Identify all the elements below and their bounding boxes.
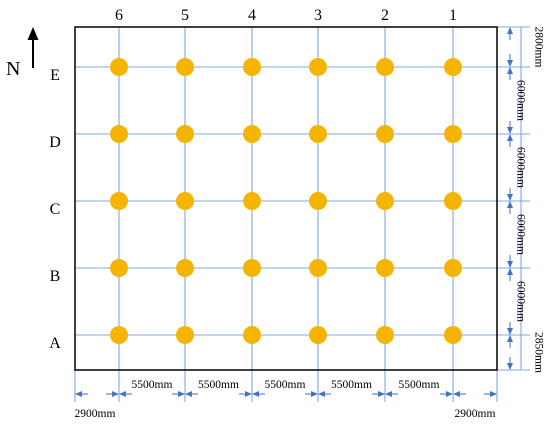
column-marker-A2: [376, 326, 394, 344]
column-marker-D4: [243, 125, 261, 143]
dim-arrow-right-icon: [178, 391, 185, 397]
dim-arrow-left-icon: [185, 391, 192, 397]
column-label-6: 6: [115, 7, 123, 24]
column-marker-C4: [243, 192, 261, 210]
column-marker-B3: [309, 259, 327, 277]
dim-arrow-right-icon: [378, 391, 385, 397]
dim-arrow-down-icon: [507, 194, 513, 201]
column-marker-A4: [243, 326, 261, 344]
row-label-D: D: [49, 134, 61, 151]
bottom-span-label: 5500mm: [331, 379, 372, 391]
column-label-2: 2: [381, 7, 389, 24]
column-marker-C6: [110, 192, 128, 210]
column-marker-D5: [176, 125, 194, 143]
right-dimension-label: 2850mm: [532, 332, 544, 373]
column-marker-E6: [110, 58, 128, 76]
dim-arrow-left-icon: [252, 391, 259, 397]
dim-arrow-right-icon: [311, 391, 318, 397]
north-arrow-icon: [27, 27, 39, 40]
column-marker-B1: [444, 259, 462, 277]
column-marker-E2: [376, 58, 394, 76]
bottom-span-label: 5500mm: [198, 379, 239, 391]
row-label-A: A: [49, 335, 61, 352]
dim-arrow-up-icon: [507, 67, 513, 74]
column-marker-B2: [376, 259, 394, 277]
column-markers: [110, 58, 462, 344]
dim-arrow-down-icon: [507, 127, 513, 134]
axis-labels: 6 5 4 3 2 1 E D C B A: [49, 7, 457, 352]
column-marker-C3: [309, 192, 327, 210]
column-marker-B5: [176, 259, 194, 277]
dim-arrow-right-icon: [112, 391, 119, 397]
column-marker-C5: [176, 192, 194, 210]
column-marker-B4: [243, 259, 261, 277]
bottom-span-label: 5500mm: [265, 379, 306, 391]
bottom-span-label: 5500mm: [399, 379, 440, 391]
right-dimension-label: 6000mm: [514, 147, 526, 188]
column-label-1: 1: [449, 7, 457, 24]
dimension-annotations: 2800mm 6000mm 6000mm 6000mm 6000mm 2850mm 5500…: [75, 27, 545, 420]
column-label-3: 3: [314, 7, 322, 24]
column-marker-A6: [110, 326, 128, 344]
row-label-B: B: [50, 268, 61, 285]
column-marker-D3: [309, 125, 327, 143]
north-label: N: [6, 58, 20, 80]
dim-arrow-right-icon: [446, 391, 453, 397]
column-marker-D1: [444, 125, 462, 143]
dim-arrow-up-icon: [507, 201, 513, 208]
dim-arrow-right-icon: [490, 391, 497, 397]
bottom-left-margin-label: 2900mm: [75, 408, 116, 420]
dim-arrow-up-icon: [507, 335, 513, 342]
column-marker-D2: [376, 125, 394, 143]
column-marker-A5: [176, 326, 194, 344]
column-marker-C1: [444, 192, 462, 210]
dim-arrow-up-icon: [507, 27, 513, 34]
dim-arrow-down-icon: [507, 328, 513, 335]
dim-arrow-down-icon: [507, 60, 513, 67]
dim-arrow-left-icon: [453, 391, 460, 397]
right-dimension-label: 6000mm: [514, 214, 526, 255]
column-marker-E4: [243, 58, 261, 76]
dim-arrow-right-icon: [245, 391, 252, 397]
grid-lines: [74, 26, 530, 402]
column-marker-E3: [309, 58, 327, 76]
column-marker-E5: [176, 58, 194, 76]
dim-arrow-left-icon: [75, 391, 82, 397]
column-marker-B6: [110, 259, 128, 277]
north-arrow: N: [6, 27, 39, 80]
column-marker-C2: [376, 192, 394, 210]
dim-arrow-down-icon: [507, 363, 513, 370]
bottom-right-margin-label: 2900mm: [455, 408, 496, 420]
dim-arrow-left-icon: [385, 391, 392, 397]
dim-arrow-down-icon: [507, 261, 513, 268]
column-marker-A3: [309, 326, 327, 344]
dim-arrow-up-icon: [507, 268, 513, 275]
right-dimension-label: 6000mm: [514, 80, 526, 121]
column-marker-A1: [444, 326, 462, 344]
dim-arrow-up-icon: [507, 134, 513, 141]
boundary-frame: [74, 26, 498, 371]
bottom-span-label: 5500mm: [132, 379, 173, 391]
right-dimension-label: 2800mm: [532, 27, 544, 68]
dim-arrow-left-icon: [318, 391, 325, 397]
column-marker-D6: [110, 125, 128, 143]
column-marker-E1: [444, 58, 462, 76]
row-label-E: E: [50, 67, 60, 84]
dim-arrow-left-icon: [119, 391, 126, 397]
column-label-5: 5: [181, 7, 189, 24]
row-label-C: C: [50, 201, 61, 218]
right-dimension-label: 6000mm: [514, 281, 526, 322]
column-label-4: 4: [248, 7, 256, 24]
